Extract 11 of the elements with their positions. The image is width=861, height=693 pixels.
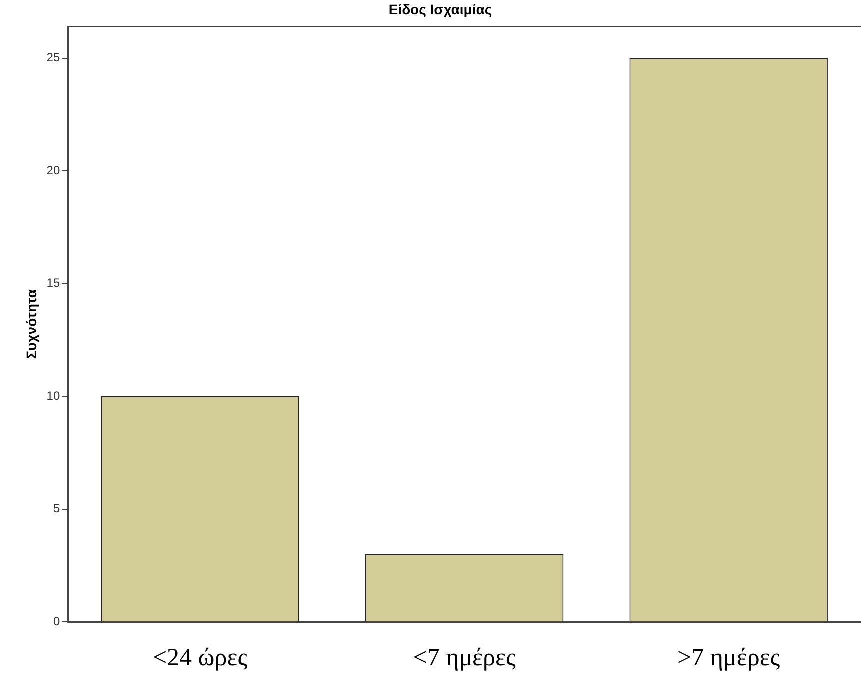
y-tick-label: 0 xyxy=(53,614,60,628)
y-tick-label: 10 xyxy=(46,388,60,403)
y-tick-label: 5 xyxy=(53,502,60,516)
x-tick-label: <7 ημέρες xyxy=(413,644,516,672)
chart-title: Είδος Ισχαιμίας xyxy=(388,1,492,18)
y-tick-label: 20 xyxy=(46,163,60,178)
x-tick-label: <24 ώρες xyxy=(152,644,248,672)
x-tick-label: >7 ημέρες xyxy=(678,644,780,672)
y-tick-label: 15 xyxy=(46,276,60,290)
y-axis-title: Συχνότητα xyxy=(23,289,40,360)
y-tick-label: 25 xyxy=(46,50,60,65)
